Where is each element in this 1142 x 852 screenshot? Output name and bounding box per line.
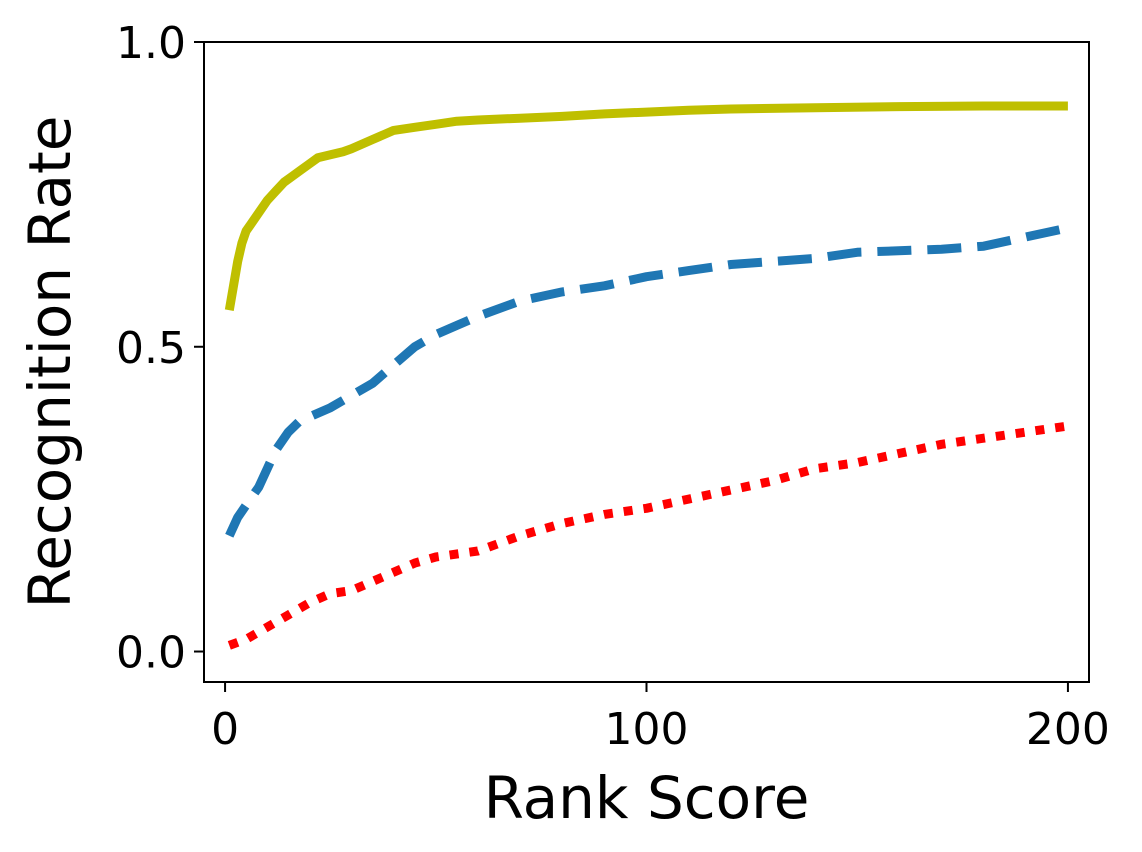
x-tick-label: 100	[605, 704, 689, 755]
series-layer	[224, 101, 1069, 650]
x-axis-title: Rank Score	[484, 764, 810, 832]
plot-frame	[203, 41, 1090, 683]
y-tick-label: 1.0	[116, 18, 186, 69]
x-tick-label: 0	[211, 704, 239, 755]
y-axis-title: Recognition Rate	[16, 116, 84, 609]
series-line-dashed	[225, 223, 1069, 538]
tick-layer: 0 100 200 0.0 0.5 1.0	[116, 18, 1110, 755]
x-tick-label: 200	[1026, 704, 1110, 755]
y-tick-label: 0.5	[116, 323, 186, 374]
y-tick-label: 0.0	[116, 628, 186, 679]
series-line-dotted	[227, 421, 1069, 650]
series-line-solid	[224, 101, 1068, 311]
